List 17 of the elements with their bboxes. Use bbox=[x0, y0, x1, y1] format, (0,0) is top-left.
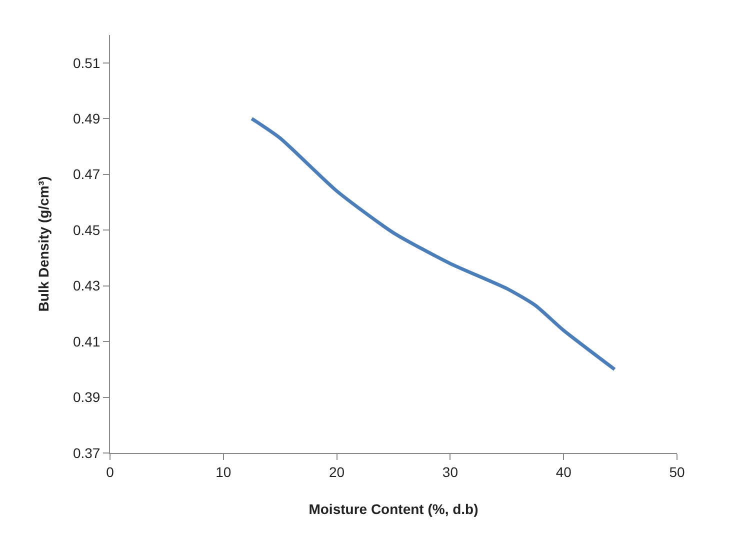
y-tick-label: 0.39 bbox=[72, 389, 100, 406]
y-axis-title: Bulk Density (g/cm³) bbox=[36, 176, 52, 312]
x-tick-label: 10 bbox=[216, 464, 232, 480]
y-tick-label: 0.45 bbox=[72, 222, 100, 238]
line-series bbox=[250, 116, 616, 372]
x-tick-label: 50 bbox=[669, 464, 685, 480]
x-tick-label: 20 bbox=[329, 464, 345, 480]
x-tick-label: 0 bbox=[106, 464, 114, 480]
x-axis-title: Moisture Content (%, d.b) bbox=[308, 501, 478, 518]
x-tick-label: 30 bbox=[442, 464, 458, 480]
y-tick-label: 0.51 bbox=[72, 54, 100, 71]
y-tick-label: 0.41 bbox=[72, 333, 100, 350]
x-tick-label: 40 bbox=[556, 464, 572, 480]
y-tick-label: 0.47 bbox=[72, 166, 100, 182]
y-tick-label: 0.37 bbox=[72, 444, 100, 461]
y-tick-label: 0.43 bbox=[72, 278, 100, 294]
y-tick-label: 0.49 bbox=[72, 110, 100, 126]
